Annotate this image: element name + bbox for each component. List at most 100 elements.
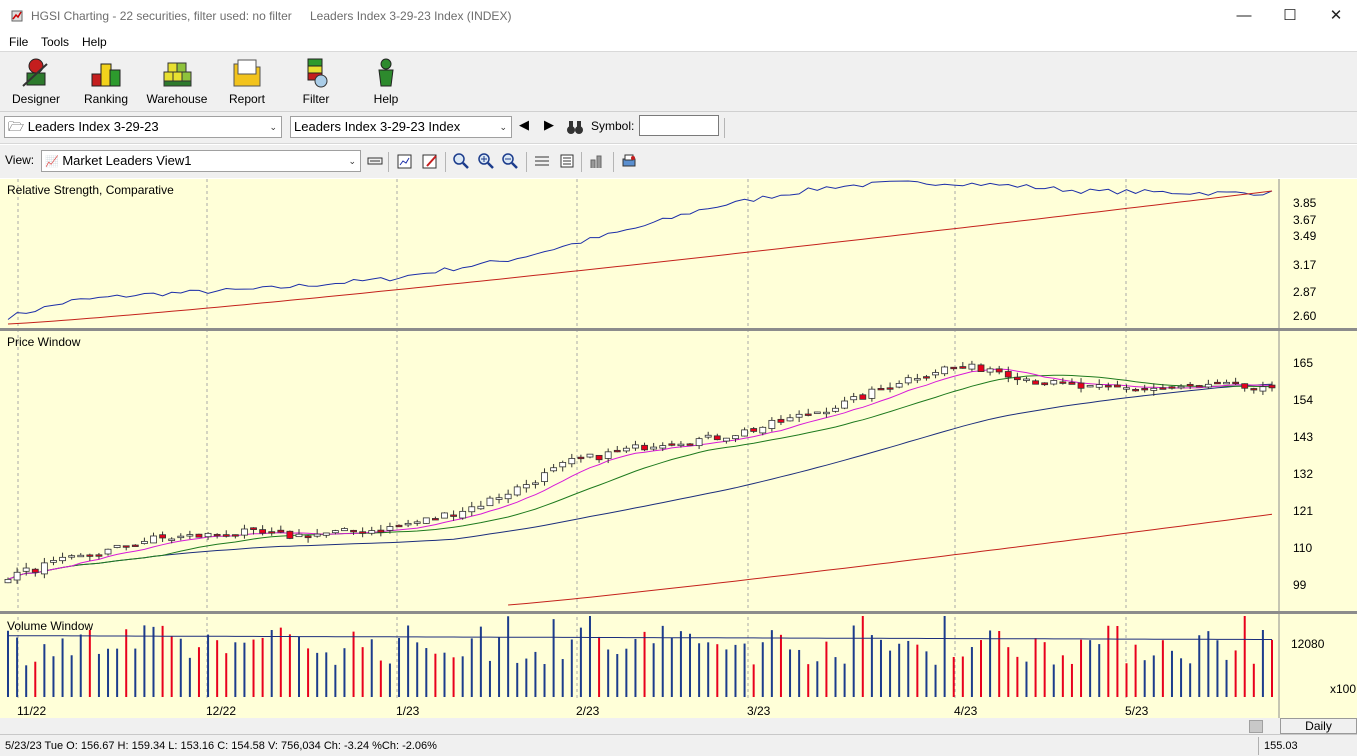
window-subtitle: Leaders Index 3-29-23 Index (INDEX) (310, 9, 512, 23)
candle-up (695, 438, 703, 447)
candle-up (823, 411, 830, 415)
candle-down (350, 529, 357, 533)
app-icon (11, 10, 23, 22)
candle-up (1177, 385, 1185, 389)
candle-up (413, 521, 421, 524)
filter-label: Filter (302, 92, 330, 106)
candle-down (1041, 382, 1049, 386)
price-tick: 143 (1293, 430, 1313, 444)
binoculars-icon[interactable] (566, 118, 584, 136)
chart-settings-icon[interactable] (396, 152, 414, 170)
candle-down (304, 535, 312, 539)
candle-up (141, 540, 148, 544)
x-axis-label: 11/22 (17, 704, 46, 718)
price-tick: 99 (1293, 578, 1307, 592)
candle-up (513, 486, 521, 496)
view-edit-icon[interactable] (366, 152, 384, 170)
period-button[interactable]: Daily (1280, 718, 1357, 734)
candle-up (1204, 383, 1212, 388)
help-button[interactable]: Help (362, 54, 410, 110)
menu-tools[interactable]: Tools (41, 35, 70, 49)
rs-moving-average-line (7, 190, 1273, 325)
candle-up (441, 512, 448, 519)
folder-select[interactable]: 🗁 Leaders Index 3-29-23 ⌄ (4, 116, 282, 138)
candle-down (877, 388, 885, 391)
candle-up (40, 562, 48, 575)
rs-tick: 3.49 (1293, 229, 1317, 243)
separator (724, 118, 725, 138)
candle-up (813, 411, 821, 414)
chevron-down-icon: ⌄ (348, 156, 356, 166)
candle-down (1004, 371, 1012, 378)
print-icon[interactable] (620, 152, 638, 170)
candle-up (1050, 380, 1058, 385)
scroll-thumb[interactable] (1249, 720, 1263, 733)
status-text: 5/23/23 Tue O: 156.67 H: 159.34 L: 153.1… (5, 740, 437, 752)
candle-up (295, 533, 303, 538)
zoom-out-icon[interactable] (501, 152, 519, 170)
report-button[interactable]: Report (220, 54, 274, 110)
designer-button[interactable]: Designer (6, 54, 66, 110)
ma-21-line (7, 374, 1273, 580)
warehouse-label: Warehouse (146, 92, 208, 106)
candle-up (477, 505, 485, 510)
data-table-icon[interactable] (558, 152, 576, 170)
candle-up (4, 578, 12, 584)
candle-down (131, 544, 139, 547)
maximize-button[interactable]: ☐ (1283, 7, 1297, 24)
zoom-in-icon[interactable] (477, 152, 495, 170)
candle-up (986, 368, 994, 373)
menu-file[interactable]: File (9, 35, 29, 49)
candle-down (222, 534, 230, 537)
candle-down (668, 443, 676, 446)
candle-up (913, 378, 921, 381)
symbol-input[interactable] (639, 115, 719, 136)
candle-down (159, 534, 166, 539)
candle-down (277, 529, 285, 533)
panel-divider[interactable] (0, 611, 1357, 614)
candle-down (1141, 388, 1149, 391)
indicator-lines-icon[interactable] (533, 152, 551, 170)
menu-help[interactable]: Help (82, 35, 107, 49)
minimize-button[interactable]: — (1236, 7, 1252, 24)
chart-type-icon[interactable] (589, 152, 607, 170)
view-select[interactable]: 📈 Market Leaders View1 ⌄ (41, 150, 361, 172)
candle-down (1077, 382, 1085, 389)
chevron-down-icon: ⌄ (269, 122, 277, 132)
close-button[interactable]: ✕ (1329, 7, 1343, 24)
rs-tick: 2.60 (1293, 309, 1317, 323)
candle-down (213, 533, 221, 537)
candle-down (950, 366, 958, 370)
candle-down (859, 394, 867, 400)
candle-down (1068, 382, 1076, 385)
x-axis-label: 3/23 (747, 704, 771, 718)
next-security-icon[interactable]: ▶ (544, 117, 554, 132)
previous-security-icon[interactable]: ◀ (519, 117, 529, 132)
candle-down (577, 456, 585, 460)
candle-up (468, 506, 476, 513)
candle-up (604, 451, 612, 459)
filter-button[interactable]: Filter (290, 54, 342, 110)
panel-divider[interactable] (0, 328, 1357, 331)
security-select[interactable]: Leaders Index 3-29-23 Index ⌄ (290, 116, 512, 138)
x-axis-label: 12/22 (206, 704, 236, 718)
filter-icon (307, 58, 328, 88)
candle-down (286, 530, 294, 539)
candle-up (22, 567, 30, 572)
candle-up (386, 526, 394, 531)
candle-up (677, 443, 685, 447)
ranking-button[interactable]: Ranking (78, 54, 134, 110)
candle-down (1268, 384, 1276, 389)
candle-up (559, 462, 567, 468)
zoom-fit-icon[interactable] (452, 152, 470, 170)
chart-edit-icon[interactable] (421, 152, 439, 170)
candle-down (95, 554, 103, 557)
chart-scroll-bar[interactable]: Daily (0, 718, 1357, 734)
warehouse-button[interactable]: Warehouse (144, 54, 210, 110)
candle-up (150, 535, 157, 544)
chart-area[interactable]: Relative Strength, Comparative Price Win… (0, 179, 1357, 719)
candle-up (704, 434, 712, 438)
price-tick: 121 (1293, 504, 1313, 518)
candle-down (1195, 385, 1203, 388)
report-icon (233, 59, 261, 87)
